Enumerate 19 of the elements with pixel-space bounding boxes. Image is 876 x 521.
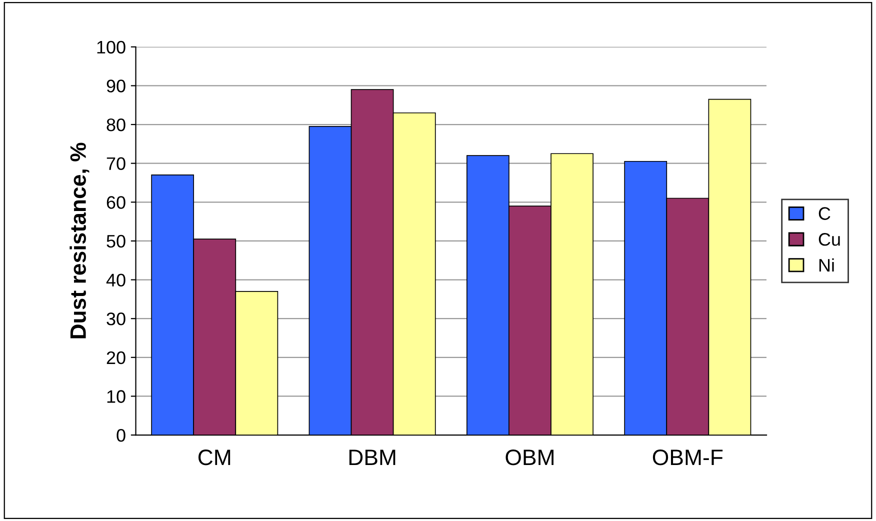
y-tick-label: 80 [106,118,126,132]
y-tick-label: 40 [106,274,126,286]
legend-label: Ni [819,258,834,272]
x-tick-label: CM [198,450,230,466]
y-tick-label: 30 [106,312,126,326]
legend-label: C [818,207,830,220]
y-tick-label: 100 [97,40,126,54]
x-tick-label: OBM-F [652,450,723,466]
y-tick-label: 20 [106,351,126,364]
x-tick-label: DBM [349,450,396,466]
y-tick-label: 50 [106,234,126,248]
x-tick-label: OBM [506,450,554,466]
y-tick-label: 70 [106,157,126,170]
y-tick-label: 0 [116,428,126,442]
y-axis-title: Dust resistance, % [70,142,90,338]
y-tick-label: 60 [106,196,126,209]
y-tick-label: 90 [106,80,126,92]
legend-label: Cu [818,233,840,246]
y-tick-label: 10 [107,390,126,403]
